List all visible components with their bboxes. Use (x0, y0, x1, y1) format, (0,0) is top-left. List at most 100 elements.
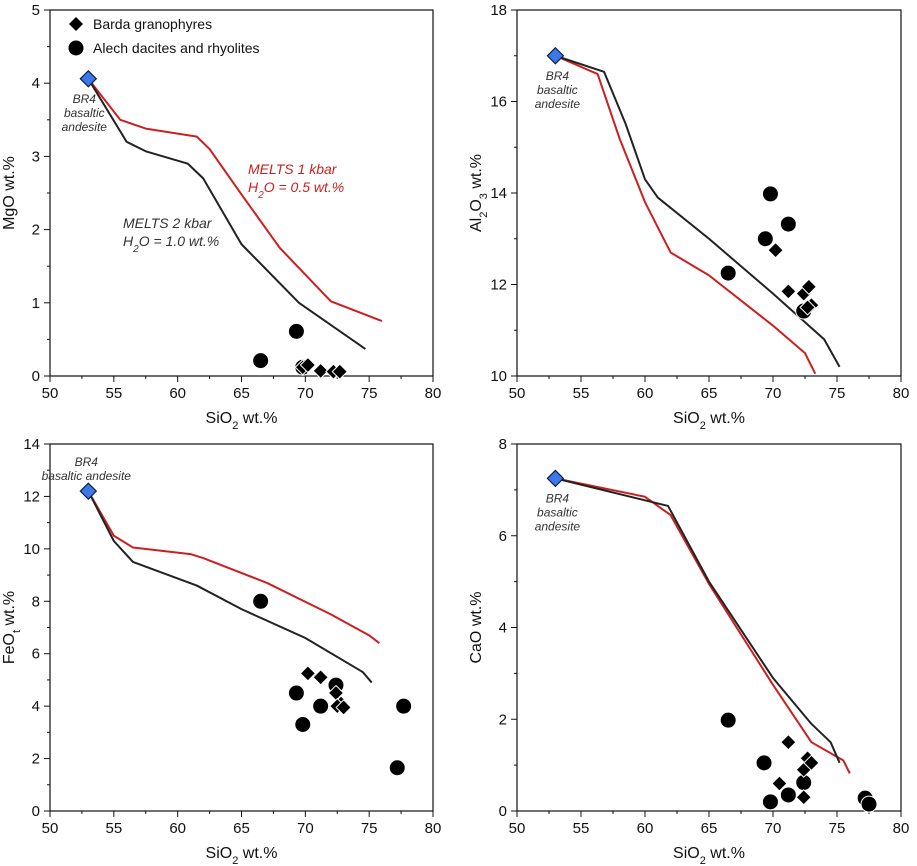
x-tick-label: 60 (169, 385, 186, 402)
x-axis-label: SiO2 wt.% (673, 845, 745, 866)
x-tick-label: 55 (105, 820, 122, 837)
y-tick-label: 3 (32, 148, 40, 165)
x-tick-label: 60 (637, 820, 654, 837)
granophyre-point (771, 775, 788, 792)
y-tick-label: 10 (490, 368, 507, 385)
legend-granophyre-label: Barda granophyres (93, 16, 212, 32)
granophyre-point (312, 362, 329, 380)
x-tick-label: 70 (297, 385, 314, 402)
x-axis-label: SiO2 wt.% (206, 410, 278, 432)
dacite-rhyolite-point (395, 697, 413, 715)
x-tick-label: 65 (701, 820, 718, 837)
x-tick-label: 80 (893, 820, 910, 837)
granophyre-point (299, 356, 317, 374)
dacite-rhyolite-point (779, 786, 797, 804)
legend-dacite-label: Alech dacites and rhyolites (93, 40, 260, 56)
dacite-rhyolite-point (860, 795, 878, 813)
y-tick-label: 2 (32, 222, 40, 239)
melts-2kbar-line (87, 490, 373, 684)
x-tick-label: 75 (361, 385, 378, 402)
granophyre-point (767, 241, 784, 259)
x-tick-label: 75 (829, 820, 846, 837)
x-tick-label: 60 (169, 820, 186, 837)
br4-annotation-line1: BR4 (546, 491, 570, 505)
dacite-rhyolite-point (761, 185, 779, 203)
y-tick-label: 12 (490, 277, 507, 294)
dacite-rhyolite-point (388, 759, 406, 777)
y-tick-label: 10 (23, 541, 40, 558)
br4-start-point (546, 46, 565, 65)
x-tick-label: 80 (425, 820, 442, 837)
dacite-rhyolite-point (287, 684, 305, 702)
melts-2kbar-label-line2: H2O = 1.0 wt.% (123, 233, 219, 255)
dacite-rhyolite-point (756, 230, 774, 248)
br4-annotation-line2: basaltic (64, 106, 105, 120)
y-tick-label: 16 (490, 94, 507, 111)
y-tick-label: 2 (32, 751, 40, 768)
granophyre-point (800, 278, 818, 295)
y-tick-label: 18 (490, 2, 507, 19)
x-tick-label: 50 (509, 820, 526, 837)
y-tick-label: 0 (32, 803, 40, 820)
granophyre-point (331, 363, 349, 380)
br4-annotation-line2: basaltic (537, 83, 578, 97)
br4-annotation-line1: BR4 (73, 92, 97, 106)
granophyre-point (312, 669, 329, 686)
chart-panel-feo: 50 55 60 65 70 75 80 0 2 4 6 8 10 12 14 SiO2 wt.% FeOt w… (1, 436, 441, 866)
legend-dacite-marker (68, 40, 84, 56)
br4-annotation-line2: basaltic andesite (42, 469, 132, 483)
x-tick-label: 60 (637, 385, 654, 402)
y-axis-label: FeOt wt.% (1, 591, 23, 664)
chart-panel-al2o3: 50 55 60 65 70 75 80 10 12 14 16 18 SiO2 wt.% Al2O3 w… (468, 2, 909, 432)
dacite-rhyolite-point (294, 715, 312, 733)
y-tick-label: 12 (23, 488, 40, 505)
dacite-rhyolite-point (252, 352, 270, 370)
melts-2kbar-line (87, 78, 366, 350)
x-tick-label: 55 (105, 385, 122, 402)
dacite-rhyolite-point (719, 264, 737, 282)
y-tick-label: 0 (32, 368, 40, 385)
y-tick-label: 8 (32, 593, 40, 610)
br4-annotation-line1: BR4 (75, 455, 99, 469)
br4-start-point (546, 469, 565, 488)
x-tick-label: 70 (297, 820, 314, 837)
dacite-rhyolite-point (252, 592, 270, 610)
granophyre-point (780, 283, 797, 300)
x-tick-label: 75 (361, 820, 378, 837)
br4-start-point (79, 69, 98, 88)
x-tick-label: 70 (765, 820, 782, 837)
y-tick-label: 14 (23, 436, 40, 453)
dacite-rhyolite-point (761, 793, 779, 811)
melts-1kbar-label-line2: H2O = 0.5 wt.% (248, 179, 344, 201)
x-tick-label: 50 (42, 820, 59, 837)
chart-panel-cao: 50 55 60 65 70 75 80 0 2 4 6 8 SiO2 wt.% CaO wt.% BR4b… (468, 436, 909, 866)
y-tick-label: 4 (32, 698, 40, 715)
y-axis-label: MgO wt.% (1, 156, 18, 230)
melts-1kbar-line (555, 477, 851, 774)
y-tick-label: 6 (499, 528, 507, 545)
y-axis-label: Al2O3 wt.% (468, 154, 490, 232)
br4-annotation-line2: basaltic (537, 505, 578, 519)
dacite-rhyolite-point (779, 215, 797, 233)
melts-2kbar-line (555, 477, 841, 764)
plot-frame (516, 443, 902, 812)
y-tick-label: 2 (499, 711, 507, 728)
y-tick-label: 1 (32, 295, 40, 312)
melts-1kbar-line (87, 78, 383, 323)
x-tick-label: 65 (701, 385, 718, 402)
br4-annotation-line3: andesite (62, 120, 108, 134)
y-tick-label: 0 (499, 803, 507, 820)
x-axis-label: SiO2 wt.% (206, 845, 278, 866)
granophyre-point (803, 754, 820, 772)
x-tick-label: 55 (573, 385, 590, 402)
br4-annotation-line3: andesite (535, 519, 581, 533)
br4-start-point (79, 482, 98, 501)
y-axis-label: CaO wt.% (468, 591, 485, 663)
melts-1kbar-line (87, 490, 380, 645)
dacite-rhyolite-point (312, 697, 330, 715)
x-tick-label: 65 (233, 820, 250, 837)
chart-panel-mgo: 50 55 60 65 70 75 80 0 1 2 3 4 5 SiO2 wt.% MgO wt.% BR4… (1, 2, 441, 432)
melts-2kbar-label-line1: MELTS 2 kbar (123, 215, 213, 231)
melts-1kbar-line (555, 54, 817, 375)
